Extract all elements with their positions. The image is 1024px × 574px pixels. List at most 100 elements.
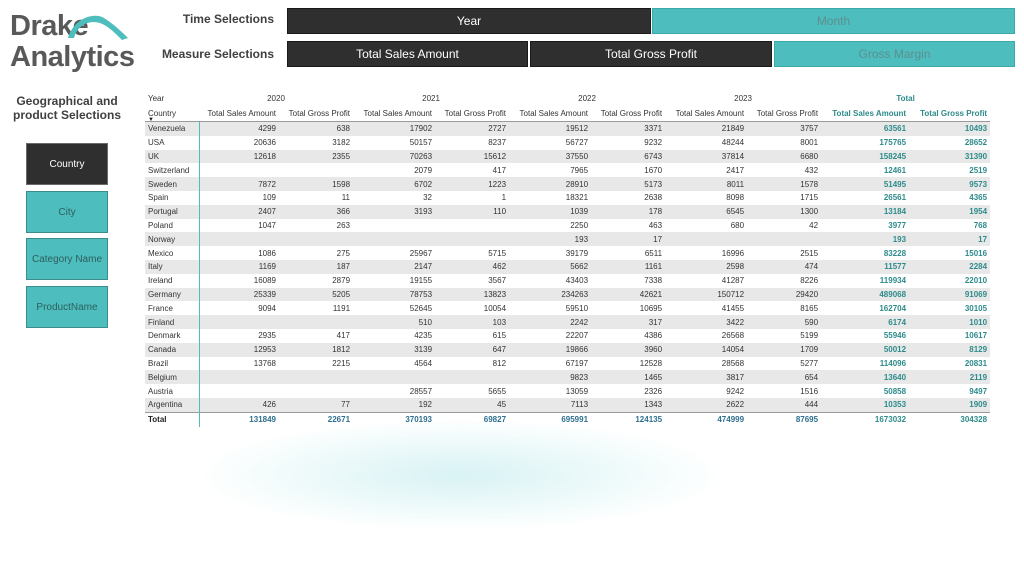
row-total-cell: 91069 [909,287,991,302]
value-cell: 1715 [800,193,819,203]
country-cell[interactable]: Portugal [145,204,200,219]
country-column-header[interactable]: Country ▼ [145,105,199,122]
country-cell[interactable]: Norway [145,232,200,247]
table-row[interactable]: Belgium 9823 1465 3817 654 13640 2119 [145,370,991,385]
country-cell[interactable]: France [145,301,200,316]
country-cell[interactable]: Belgium [145,370,200,385]
country-cell[interactable]: Argentina [145,397,200,413]
value-cell: 12953 [199,342,279,357]
country-cell[interactable]: Spain [145,190,200,205]
value-cell: 9232 [644,138,663,148]
row-total-cell: 22010 [964,276,988,286]
row-total-cell: 114096 [879,358,907,368]
country-cell[interactable]: Finland [145,315,200,329]
table-row[interactable]: Poland 1047 263 2250 463 680 42 3977 768 [145,218,990,233]
value-cell: 3182 [332,138,351,148]
table-row[interactable]: Germany 25339 5205 78753 13823 234263 42621 150… [145,287,991,302]
table-row[interactable]: Austria 28557 5655 13059 2326 9242 1516 50858 94… [145,384,990,398]
country-cell[interactable]: USA [145,135,200,150]
row-total-cell: 158245 [821,149,910,164]
sort-descending-icon[interactable]: ▼ [148,117,154,122]
value-cell [199,315,279,329]
measure-header[interactable]: Total Sales Amount [665,105,748,122]
value-cell: 29420 [747,287,822,302]
table-row[interactable]: Norway 193 17 193 17 [145,232,991,247]
table-row[interactable]: Switzerland 2079 417 7965 1670 2417 432 12461 25… [145,163,990,178]
selection-city-button[interactable]: City [26,191,108,233]
row-total-cell: 1954 [909,204,991,219]
measure-gross-margin-button[interactable]: Gross Margin [774,41,1015,67]
table-row[interactable]: Mexico 1086 275 25967 5715 39179 6511 16996 2515… [145,246,990,260]
selection-productname-button[interactable]: ProductName [26,286,108,328]
value-cell: 193 [509,232,592,247]
table-row[interactable]: Italy 1169 187 2147 462 5662 1161 2598 474 11577 2… [145,259,991,274]
total-measure-header[interactable]: Total Sales Amount [821,105,910,122]
table-row[interactable]: Brazil 13768 2215 4564 812 67197 12528 28568 527… [145,356,990,371]
value-cell: 7872 [199,177,279,191]
table-row[interactable]: Denmark 2935 417 4235 615 22207 4386 26568 5199 5… [145,328,990,343]
country-cell[interactable]: Venezuela [145,121,200,136]
country-cell[interactable]: Denmark [145,328,200,343]
value-cell: 7338 [644,276,663,286]
year-2022-header[interactable]: 2022 [578,94,596,103]
row-total-cell: 10353 [821,397,910,413]
year-2023-header[interactable]: 2023 [734,94,752,103]
country-cell[interactable]: Canada [145,342,200,357]
table-row[interactable]: Finland 510 103 2242 317 3422 590 6174 1010 [145,315,991,329]
country-header-label: Country [148,108,177,118]
measure-total-sales-button[interactable]: Total Sales Amount [287,41,528,67]
country-cell[interactable]: Austria [145,384,200,398]
measure-header[interactable]: Total Gross Profit [591,105,666,122]
table-row[interactable]: Portugal 2407 366 3193 110 1039 178 6545 1300 131… [145,204,991,219]
table-row[interactable]: Sweden 7872 1598 6702 1223 28910 5173 8011 1578 5… [145,177,991,191]
measure-header[interactable]: Total Sales Amount [353,105,436,122]
table-row[interactable]: USA 20636 3182 50157 8237 56727 9232 48244 8001 1… [145,135,990,150]
measure-total-gross-profit-button[interactable]: Total Gross Profit [530,41,772,67]
total-measure-header[interactable]: Total Gross Profit [909,105,991,122]
selection-category-name-button[interactable]: Category Name [26,238,108,280]
country-cell[interactable]: Sweden [145,177,200,191]
country-cell[interactable]: Poland [145,218,200,233]
table-row[interactable]: France 9094 1191 52645 10054 59510 10695 41455 8… [145,301,990,316]
country-cell[interactable]: Brazil [145,356,200,371]
table-row[interactable]: Spain 109 11 32 1 18321 2638 8098 1715 26561 4365 [145,190,990,205]
country-cell[interactable]: Italy [145,259,200,274]
table-row[interactable]: Ireland 16089 2879 19155 3567 43403 7338 41287 8… [145,273,990,288]
row-total-cell: 1010 [909,315,991,329]
country-cell[interactable]: Switzerland [145,163,200,178]
row-total-cell: 4365 [969,193,988,203]
time-year-button[interactable]: Year [287,8,651,34]
matrix-body: Venezuela 4299 638 17902 2727 19512 3371 21849 3… [145,121,991,413]
selection-country-button[interactable]: Country [26,143,108,185]
value-cell: 4564 [414,358,433,368]
value-cell: 19866 [509,342,592,357]
time-month-button[interactable]: Month [652,8,1015,34]
measure-header[interactable]: Total Sales Amount [509,105,592,122]
matrix-table: Year 2020 2021 2022 2023 Total Country ▼ … [145,92,991,427]
measure-header[interactable]: Total Gross Profit [279,105,354,122]
table-row[interactable]: Venezuela 4299 638 17902 2727 19512 3371 21849 3… [145,121,991,136]
value-cell: 43403 [565,276,589,286]
value-cell: 41287 [721,276,745,286]
table-row[interactable]: Canada 12953 1812 3139 647 19866 3960 14054 1709… [145,342,991,357]
year-2020-header[interactable]: 2020 [267,94,285,103]
value-cell: 70263 [353,149,436,164]
measure-header[interactable]: Total Sales Amount [199,105,279,122]
year-2021-header[interactable]: 2021 [422,94,440,103]
country-cell[interactable]: Germany [145,287,200,302]
measure-header[interactable]: Total Gross Profit [435,105,510,122]
country-cell[interactable]: UK [145,149,200,164]
value-cell: 432 [804,165,819,175]
table-row[interactable]: UK 12618 2355 70263 15612 37550 6743 37814 6680 1… [145,149,991,164]
table-row[interactable]: Argentina 426 77 192 45 7113 1343 2622 444 10353 1… [145,397,991,413]
value-cell: 2250 [570,220,589,230]
value-cell: 1516 [800,386,819,396]
time-selections-label: Time Selections [182,12,274,26]
value-cell: 1812 [279,342,354,357]
value-cell: 1465 [591,370,666,385]
measure-header[interactable]: Total Gross Profit [747,105,822,122]
country-cell[interactable]: Ireland [145,273,200,288]
row-total-cell: 2284 [909,259,991,274]
country-cell[interactable]: Mexico [145,246,200,260]
measure-selections-label: Measure Selections [161,47,274,61]
